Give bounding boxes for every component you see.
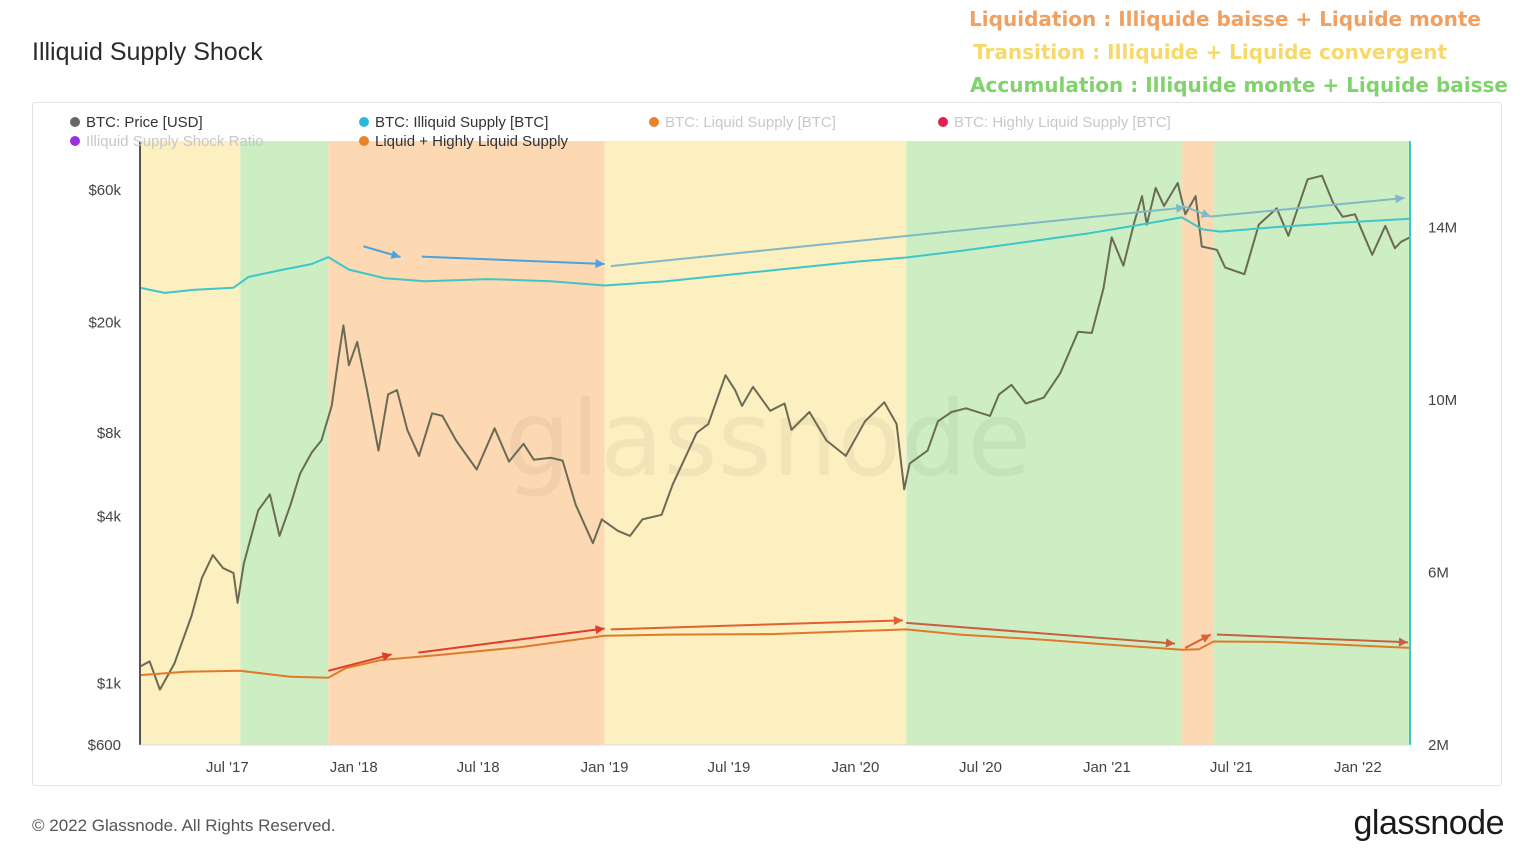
trend-arrow-7 (610, 616, 903, 631)
y-left-tick-label: $20k (88, 314, 121, 331)
legend-dot (70, 136, 80, 146)
trend-arrow-head (390, 250, 401, 259)
legend-dot (359, 117, 369, 127)
y-right-tick-label: 2M (1428, 737, 1449, 754)
phase-legend-transition: Transition : Illiquide + Liquide converg… (973, 40, 1447, 64)
x-tick-label: Jan '18 (330, 759, 378, 776)
legend-dot (70, 117, 80, 127)
y-left-tick-label: $60k (88, 182, 121, 199)
x-tick-label: Jan '19 (581, 759, 629, 776)
trend-arrow-shaft (1216, 633, 1408, 644)
x-tick-label: Jan '22 (1334, 759, 1382, 776)
page-title: Illiquid Supply Shock (32, 38, 263, 66)
x-tick-label: Jan '20 (831, 759, 879, 776)
trend-arrow-head (1398, 637, 1408, 647)
phase-band-accumulation (906, 141, 1182, 745)
trend-arrow-8 (906, 621, 1176, 648)
phase-band-accumulation (240, 141, 329, 745)
trend-arrow-head (381, 652, 392, 662)
phase-band-accumulation (1213, 141, 1410, 745)
trend-arrow-9 (1184, 633, 1212, 649)
trend-arrow-10 (1216, 633, 1408, 647)
legend-label: Liquid + Highly Liquid Supply (375, 133, 569, 150)
phase-band-liquidation (328, 141, 605, 745)
x-tick-label: Jul '17 (206, 759, 249, 776)
trend-arrow-shaft (610, 619, 903, 631)
legend-label: BTC: Liquid Supply [BTC] (665, 114, 836, 131)
copyright-text: © 2022 Glassnode. All Rights Reserved. (32, 816, 336, 835)
y-right-tick-label: 10M (1428, 392, 1457, 409)
legend-label: Illiquid Supply Shock Ratio (86, 133, 264, 150)
trend-arrow-1 (421, 255, 605, 269)
series-line-2 (140, 628, 1410, 679)
trend-arrow-shaft (418, 627, 605, 654)
y-left-tick-label: $8k (97, 425, 122, 442)
trend-arrow-shaft (610, 206, 1186, 268)
y-left-tick-label: $4k (97, 508, 122, 525)
y-left-tick-label: $1k (97, 675, 122, 692)
legend-item[interactable]: BTC: Price [USD] (70, 114, 203, 131)
trend-arrow-head (595, 625, 605, 635)
legend-dot (359, 136, 369, 146)
trend-arrow-head (1200, 209, 1211, 218)
x-tick-label: Jan '21 (1083, 759, 1131, 776)
y-right-tick-label: 6M (1428, 564, 1449, 581)
trend-arrow-shaft (328, 653, 392, 672)
series-line-1 (140, 216, 1410, 294)
legend-label: BTC: Highly Liquid Supply [BTC] (954, 114, 1171, 131)
trend-arrow-4 (1210, 194, 1405, 218)
trend-arrow-head (1175, 203, 1186, 213)
phase-legend-liquidation: Liquidation : Illiquide baisse + Liquide… (969, 7, 1481, 31)
trend-arrow-head (893, 616, 903, 626)
trend-arrow-head (1395, 194, 1405, 204)
series-line-0 (140, 174, 1410, 691)
legend-item[interactable]: Liquid + Highly Liquid Supply (359, 133, 569, 150)
phase-band-liquidation (1181, 141, 1214, 745)
trend-arrow-6 (418, 625, 605, 654)
legend-dot (649, 117, 659, 127)
y-right-tick-label: 14M (1428, 219, 1457, 236)
trend-arrow-head (1200, 634, 1211, 643)
x-tick-label: Jul '18 (457, 759, 500, 776)
legend-dot (938, 117, 948, 127)
trend-arrow-shaft (421, 255, 605, 265)
chart-frame: glassnode Jul '17 Jan '18 Jul '18 Jan '19 Ju… (32, 102, 1502, 786)
watermark: glassnode (505, 378, 1032, 500)
phase-legend-accumulation: Accumulation : Illiquide monte + Liquide… (970, 73, 1508, 97)
x-tick-label: Jul '19 (708, 759, 751, 776)
trend-arrow-3 (1181, 204, 1212, 218)
trend-arrow-5 (328, 652, 392, 672)
trend-arrow-2 (610, 203, 1186, 268)
trend-arrow-shaft (1210, 196, 1405, 218)
x-tick-label: Jul '21 (1210, 759, 1253, 776)
chart-svg: glassnode Jul '17 Jan '18 Jul '18 Jan '19 Ju… (70, 114, 1457, 776)
legend-label: BTC: Price [USD] (86, 114, 203, 131)
trend-arrow-head (595, 259, 605, 269)
phase-band-transition (140, 141, 241, 745)
trend-arrow-0 (363, 245, 401, 259)
trend-arrow-head (1165, 638, 1175, 648)
glassnode-logo: glassnode (1353, 804, 1504, 842)
y-left-tick-label: $600 (88, 737, 121, 754)
legend-item[interactable]: BTC: Highly Liquid Supply [BTC] (938, 114, 1171, 131)
x-tick-label: Jul '20 (959, 759, 1002, 776)
legend-label: BTC: Illiquid Supply [BTC] (375, 114, 548, 131)
legend-item[interactable]: Illiquid Supply Shock Ratio (70, 133, 264, 150)
legend-item[interactable]: BTC: Liquid Supply [BTC] (649, 114, 836, 131)
legend-item[interactable]: BTC: Illiquid Supply [BTC] (359, 114, 548, 131)
trend-arrow-shaft (906, 621, 1176, 645)
